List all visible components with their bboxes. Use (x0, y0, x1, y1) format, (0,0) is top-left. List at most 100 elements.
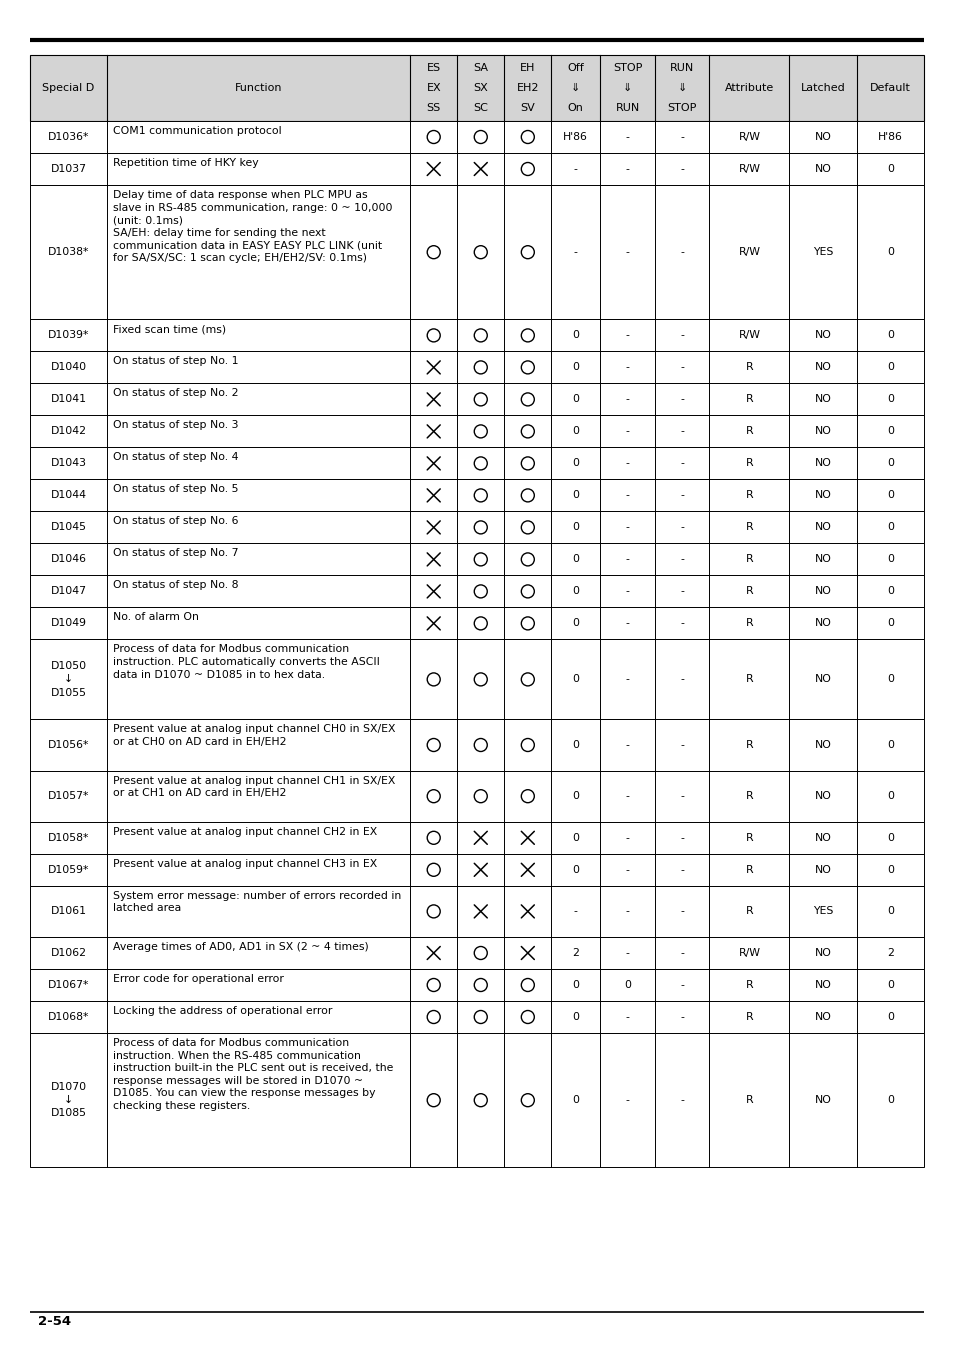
Text: -: - (679, 331, 683, 340)
Text: 0: 0 (886, 247, 893, 258)
Text: R/W: R/W (738, 163, 760, 174)
Text: Process of data for Modbus communication
instruction. When the RS-485 communicat: Process of data for Modbus communication… (113, 1038, 394, 1111)
Bar (30, 640, 923, 720)
Text: SA: SA (473, 63, 488, 73)
Text: -: - (679, 618, 683, 628)
Text: NO: NO (814, 394, 831, 405)
Bar (30, 512, 923, 544)
Text: Attribute: Attribute (724, 82, 773, 93)
Text: D1070
↓
D1085: D1070 ↓ D1085 (51, 1081, 87, 1118)
Text: -: - (679, 394, 683, 405)
Text: 0: 0 (572, 1095, 578, 1106)
Bar (30, 185, 923, 320)
Text: -: - (679, 865, 683, 875)
Text: SS: SS (426, 104, 440, 113)
Text: 0: 0 (886, 586, 893, 597)
Text: -: - (625, 948, 629, 958)
Text: -: - (625, 675, 629, 684)
Text: No. of alarm On: No. of alarm On (113, 613, 199, 622)
Text: 0: 0 (886, 394, 893, 405)
Text: On status of step No. 1: On status of step No. 1 (113, 356, 238, 366)
Bar (30, 383, 923, 416)
Text: RUN: RUN (615, 104, 639, 113)
Text: On status of step No. 4: On status of step No. 4 (113, 452, 238, 463)
Text: 0: 0 (572, 586, 578, 597)
Bar (30, 853, 923, 886)
Text: 0: 0 (572, 980, 578, 990)
Text: 0: 0 (572, 618, 578, 628)
Text: R: R (745, 740, 753, 751)
Text: NO: NO (814, 362, 831, 373)
Text: Present value at analog input channel CH2 in EX: Present value at analog input channel CH… (113, 826, 377, 837)
Text: NO: NO (814, 791, 831, 801)
Text: 0: 0 (886, 362, 893, 373)
Text: NO: NO (814, 675, 831, 684)
Text: R: R (745, 791, 753, 801)
Text: STOP: STOP (612, 63, 641, 73)
Bar (30, 479, 923, 512)
Text: 0: 0 (572, 427, 578, 436)
Text: -: - (574, 906, 578, 917)
Text: ⇓: ⇓ (622, 82, 632, 93)
Text: STOP: STOP (667, 104, 696, 113)
Text: -: - (679, 132, 683, 142)
Text: D1059*: D1059* (48, 865, 90, 875)
Text: D1050
↓
D1055: D1050 ↓ D1055 (51, 662, 87, 698)
Text: -: - (625, 132, 629, 142)
Text: 0: 0 (886, 740, 893, 751)
Text: D1038*: D1038* (48, 247, 90, 258)
Text: On: On (567, 104, 583, 113)
Text: YES: YES (812, 906, 833, 917)
Text: NO: NO (814, 618, 831, 628)
Text: Average times of AD0, AD1 in SX (2 ~ 4 times): Average times of AD0, AD1 in SX (2 ~ 4 t… (113, 942, 369, 952)
Text: NO: NO (814, 833, 831, 842)
Text: NO: NO (814, 1095, 831, 1106)
Text: Delay time of data response when PLC MPU as
slave in RS-485 communication, range: Delay time of data response when PLC MPU… (113, 190, 393, 263)
Text: R: R (745, 980, 753, 990)
Text: -: - (679, 675, 683, 684)
Text: System error message: number of errors recorded in
latched area: System error message: number of errors r… (113, 891, 401, 914)
Text: 0: 0 (572, 740, 578, 751)
Text: YES: YES (812, 247, 833, 258)
Text: D1058*: D1058* (48, 833, 90, 842)
Text: 0: 0 (886, 865, 893, 875)
Text: R: R (745, 1095, 753, 1106)
Text: R: R (745, 555, 753, 564)
Text: 0: 0 (886, 618, 893, 628)
Text: Repetition time of HKY key: Repetition time of HKY key (113, 158, 258, 167)
Text: -: - (679, 427, 683, 436)
Text: Present value at analog input channel CH1 in SX/EX
or at CH1 on AD card in EH/EH: Present value at analog input channel CH… (113, 776, 395, 798)
Text: -: - (679, 1095, 683, 1106)
Text: -: - (625, 490, 629, 501)
Text: R: R (745, 394, 753, 405)
Text: 0: 0 (572, 833, 578, 842)
Text: NO: NO (814, 740, 831, 751)
Text: -: - (679, 906, 683, 917)
Text: 0: 0 (886, 555, 893, 564)
Text: -: - (679, 740, 683, 751)
Text: Present value at analog input channel CH0 in SX/EX
or at CH0 on AD card in EH/EH: Present value at analog input channel CH… (113, 725, 395, 747)
Text: D1044: D1044 (51, 490, 87, 501)
Text: 0: 0 (572, 675, 578, 684)
Text: NO: NO (814, 427, 831, 436)
Text: -: - (679, 555, 683, 564)
Text: -: - (625, 865, 629, 875)
Text: On status of step No. 2: On status of step No. 2 (113, 389, 238, 398)
Bar (30, 969, 923, 1000)
Text: 0: 0 (886, 459, 893, 468)
Text: D1062: D1062 (51, 948, 87, 958)
Text: -: - (625, 459, 629, 468)
Text: R: R (745, 459, 753, 468)
Text: 0: 0 (886, 980, 893, 990)
Text: R/W: R/W (738, 132, 760, 142)
Text: D1047: D1047 (51, 586, 87, 597)
Bar (30, 771, 923, 822)
Text: 0: 0 (572, 791, 578, 801)
Text: -: - (679, 948, 683, 958)
Text: Error code for operational error: Error code for operational error (113, 973, 284, 984)
Text: -: - (625, 906, 629, 917)
Bar (30, 575, 923, 608)
Text: R/W: R/W (738, 331, 760, 340)
Text: NO: NO (814, 948, 831, 958)
Text: 0: 0 (886, 791, 893, 801)
